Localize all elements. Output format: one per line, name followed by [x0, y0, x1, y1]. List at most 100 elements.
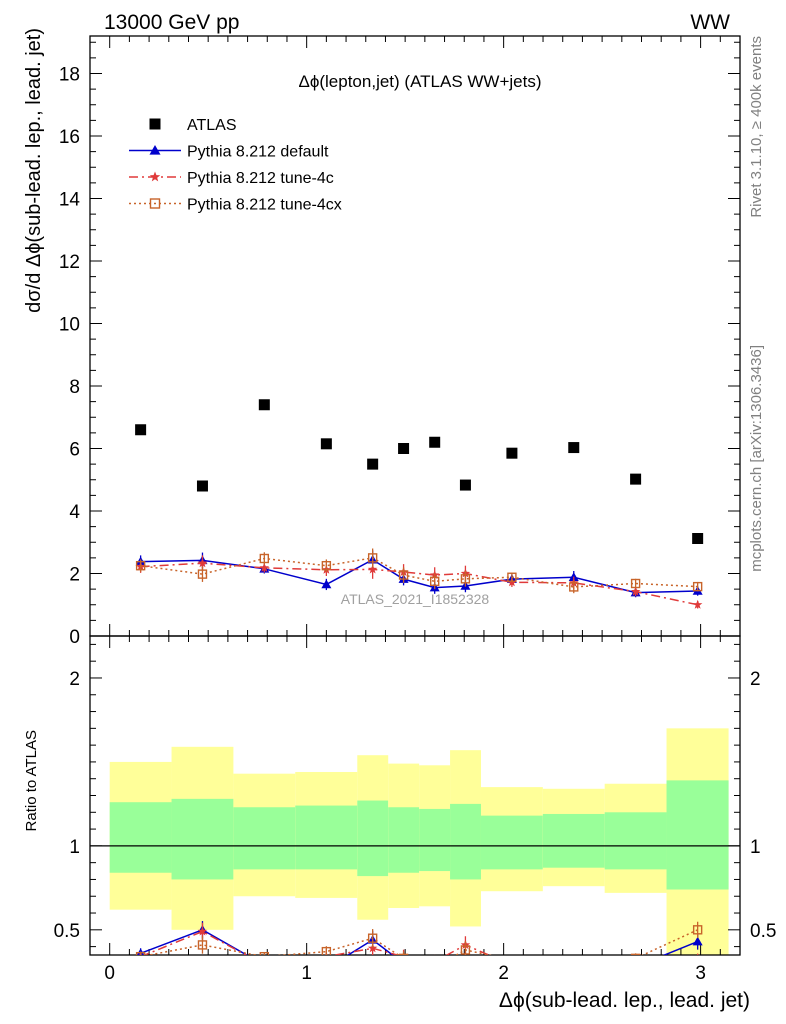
series-1-ratio-point: [631, 962, 641, 971]
atlas-data-point: [630, 473, 642, 485]
ratio-tick-label-right: 1: [750, 837, 761, 858]
y-tick-label: 6: [69, 440, 80, 461]
series-3-ratio-point: [398, 953, 409, 955]
mcplots-label: mcplots.cern.ch [arXiv:1306.3436]: [748, 345, 765, 572]
chart-title: Δϕ(lepton,jet) (ATLAS WW+jets): [298, 72, 541, 91]
series-2-point: [259, 562, 270, 572]
series-1-line: [140, 558, 698, 594]
x-tick-label: 1: [301, 963, 312, 984]
series-3-ratio-point: [367, 933, 378, 943]
y-tick-label: 14: [59, 190, 81, 211]
atlas-data-point: [135, 424, 147, 436]
series-2-point: [197, 558, 208, 568]
series-1-ratio-point: [692, 936, 703, 946]
legend-marker-0: [149, 118, 161, 130]
y-tick-label: 2: [69, 565, 80, 586]
series-2-point: [367, 564, 378, 574]
series-2-ratio-point: [631, 962, 641, 971]
series-3-point: [507, 572, 517, 582]
y-tick-label: 18: [59, 65, 80, 86]
series-1-ratio-point: [430, 967, 440, 976]
series-3-point: [692, 581, 703, 592]
ratio-y-axis-label: Ratio to ATLAS: [23, 730, 40, 831]
ratio-tick-label-right: 0.5: [750, 921, 776, 942]
atlas-data-point: [459, 479, 471, 491]
process-label: WW: [690, 11, 730, 34]
series-2-ratio-point: [430, 957, 440, 966]
ratio-tick-label-left: 0.5: [54, 921, 80, 942]
series-1-ratio-point: [321, 963, 331, 972]
legend-label-1: Pythia 8.212 default: [187, 144, 329, 161]
ratio-band-inner: [388, 807, 420, 873]
atlas-data-point: [429, 436, 441, 448]
series-3-point: [460, 574, 471, 584]
x-tick-label: 3: [695, 963, 706, 984]
ratio-band-inner: [604, 812, 667, 870]
series-3-ratio-point: [692, 925, 703, 935]
series-3-point: [259, 553, 270, 564]
y-tick-label: 8: [69, 377, 80, 398]
legend-marker-1: [149, 145, 161, 155]
ratio-band-inner: [357, 800, 389, 877]
ratio-band-inner: [480, 815, 543, 870]
series-3-point: [197, 569, 208, 579]
series-1-ratio-point: [399, 958, 409, 967]
legend-label-3: Pythia 8.212 tune-4cx: [187, 197, 342, 214]
ratio-band-inner: [419, 808, 451, 872]
legend-label-2: Pythia 8.212 tune-4c: [187, 170, 334, 187]
ratio-band-inner: [542, 813, 605, 868]
ratio-band-inner: [171, 798, 234, 880]
ratio-tick-label-left: 1: [69, 837, 80, 858]
series-3-ratio-point: [259, 951, 270, 955]
x-tick-label: 2: [498, 963, 509, 984]
x-tick-label: 0: [104, 963, 115, 984]
energy-label: 13000 GeV pp: [104, 11, 239, 34]
series-3-point: [398, 570, 409, 580]
y-tick-label: 0: [69, 627, 80, 648]
ratio-band-inner: [109, 802, 172, 873]
y-axis-label: dσ/d Δϕ(sub-lead. lep., lead. jet): [23, 28, 45, 313]
ratio-band-inner: [450, 803, 481, 880]
series-3-point: [367, 553, 378, 563]
y-tick-label: 12: [59, 252, 80, 273]
series-3-ratio-point: [570, 966, 578, 974]
legend-marker-2: [149, 171, 161, 182]
series-3-point: [321, 560, 332, 571]
atlas-data-point: [398, 443, 410, 454]
series-1-point: [321, 579, 332, 589]
ratio-band-inner: [233, 807, 296, 870]
legend-marker-3: [149, 198, 161, 209]
series-2-ratio-point: [260, 960, 270, 969]
series-2-point: [692, 599, 703, 609]
series-3-point: [630, 578, 641, 589]
analysis-watermark: ATLAS_2021_I1852328: [341, 591, 490, 607]
rivet-label: Rivet 3.1.10, ≥ 400k events: [748, 36, 765, 218]
series-3-ratio-point: [630, 953, 641, 955]
series-3-ratio-point: [460, 945, 471, 955]
legend-label-0: ATLAS: [187, 117, 237, 134]
atlas-data-point: [568, 442, 580, 454]
series-1-ratio-line: [140, 928, 698, 955]
series-2-ratio-point: [569, 962, 579, 971]
series-2-ratio-point: [197, 926, 208, 936]
series-3-ratio-point: [431, 963, 439, 971]
y-tick-label: 10: [59, 315, 80, 336]
series-2-point: [630, 586, 641, 596]
series-3-point: [569, 582, 579, 592]
y-tick-label: 4: [69, 502, 80, 523]
series-3-point: [429, 576, 440, 587]
atlas-data-point: [258, 399, 270, 411]
series-3-ratio-point: [508, 956, 516, 964]
ratio-tick-label-left: 2: [69, 669, 80, 690]
series-3-line: [140, 557, 698, 588]
atlas-data-point: [367, 458, 379, 470]
series-3-ratio-point: [135, 951, 146, 955]
ratio-tick-label-right: 2: [750, 669, 761, 690]
x-axis-label: Δϕ(sub-lead. lep., lead. jet): [499, 989, 750, 1012]
series-3-ratio-line: [145, 929, 698, 955]
y-tick-label: 16: [59, 127, 80, 148]
series-1-ratio-point: [569, 957, 579, 966]
atlas-data-point: [196, 480, 208, 492]
atlas-data-point: [320, 438, 332, 450]
